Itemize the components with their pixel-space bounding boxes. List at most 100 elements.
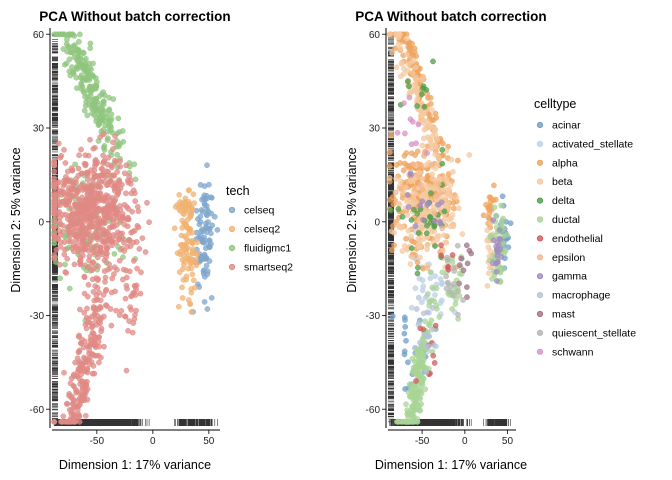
data-point [79,230,86,236]
data-point [402,130,408,137]
data-point [117,163,123,170]
data-point [187,211,193,218]
data-point [102,230,109,237]
data-point [111,224,117,230]
data-point [428,145,434,152]
data-point [413,53,420,60]
data-point [208,210,215,217]
data-point [123,282,130,289]
data-point [449,306,455,312]
data-point [112,133,118,139]
data-point [451,268,458,274]
data-point [182,221,189,228]
data-point [422,386,429,393]
data-point [396,185,403,192]
data-point [114,266,120,273]
data-point [415,230,422,236]
legend-item-fluidigmc1: fluidigmc1 [228,243,291,255]
data-point [417,161,424,168]
data-point [386,175,393,181]
legend-label: celseq2 [244,224,280,236]
legend-label: mast [552,309,575,321]
data-point [414,103,420,109]
data-point [451,205,457,212]
data-point [420,135,427,142]
data-point [418,380,425,386]
data-point [121,221,128,228]
data-point [113,307,119,314]
data-point [110,139,116,146]
data-point [431,210,438,216]
data-point [494,259,500,266]
data-point [492,196,499,203]
data-point [424,246,430,253]
legend-label: activated_stellate [552,138,633,150]
data-point [414,96,421,102]
data-point [485,214,492,221]
data-point [99,166,106,173]
data-point [428,326,435,333]
data-point [444,254,450,261]
data-point [104,137,111,143]
data-point [83,234,90,241]
data-point [188,260,194,266]
data-point [414,416,421,422]
data-point [408,45,414,52]
data-point [101,131,107,137]
series-schwann [394,94,430,156]
data-point [432,177,438,183]
data-point [427,112,433,119]
data-point [97,184,104,191]
data-point [123,162,129,169]
data-point [112,187,118,194]
data-point [416,407,423,413]
data-point [110,146,116,152]
data-point [433,114,440,121]
data-point [138,269,144,276]
data-point [81,160,88,167]
data-point [442,239,449,246]
data-point [404,192,411,198]
data-point [389,50,395,56]
data-point [453,194,460,201]
data-point [77,306,83,313]
data-point [65,201,72,208]
data-point [51,224,58,231]
legend-swatch [536,292,544,299]
series-gamma [404,170,505,284]
data-point [498,202,504,209]
data-point [456,280,462,287]
legend-label: fluidigmc1 [244,243,291,255]
y-tick-label: 60 [369,30,381,41]
data-point [414,259,421,266]
legend-item-alpha: alpha [536,157,578,169]
legend-label: smartseq2 [244,262,293,274]
legend-item-smartseq2: smartseq2 [228,262,293,274]
data-point [67,238,74,244]
data-point [66,233,73,239]
data-point [77,340,84,347]
data-point [190,191,197,198]
data-point [409,59,415,65]
data-point [134,203,141,210]
data-point [57,261,63,268]
data-point [119,245,125,252]
series-delta [388,58,448,277]
data-point [437,220,444,227]
data-point [96,172,103,179]
data-point [62,160,69,166]
data-point [92,309,99,316]
data-point [129,329,136,336]
data-point [401,152,408,159]
data-point [96,289,102,296]
data-point [127,243,134,250]
data-point [386,163,393,169]
data-point [91,246,98,253]
data-point [107,118,114,124]
data-point [420,310,427,317]
data-point [186,187,192,194]
legend-items: celseq celseq2 fluidigmc1 smartseq2 [228,205,293,274]
data-point [123,190,129,197]
data-point [417,388,424,395]
